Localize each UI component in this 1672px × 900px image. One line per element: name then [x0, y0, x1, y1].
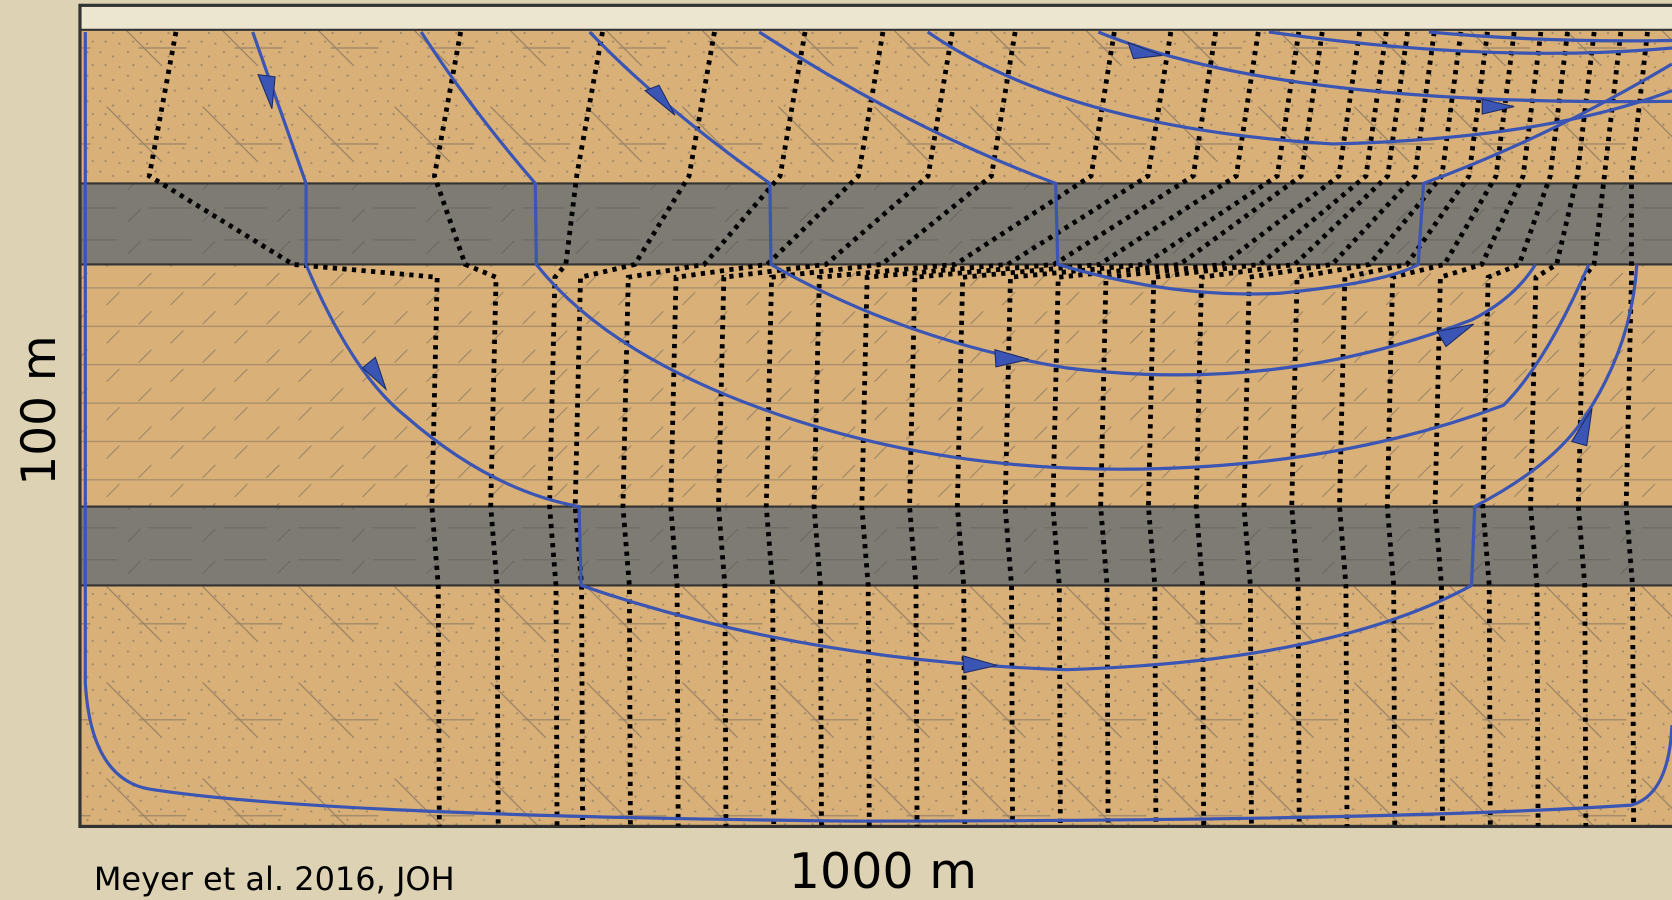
page: {"labels": {"vertical_scale": "100 m", "…: [0, 0, 1672, 900]
citation: Meyer et al. 2016, JOH: [94, 860, 455, 898]
vertical-scale-label: 100 m: [12, 335, 67, 485]
cross-section-figure: 100 m 1000 m Meyer et al. 2016, JOH: [0, 0, 1672, 900]
top-strip: [80, 5, 1672, 30]
sand-layer: [80, 585, 1672, 826]
horizontal-scale-label: 1000 m: [789, 842, 977, 900]
aquitard-layer: [80, 507, 1672, 586]
limestone-layer: [80, 264, 1672, 506]
